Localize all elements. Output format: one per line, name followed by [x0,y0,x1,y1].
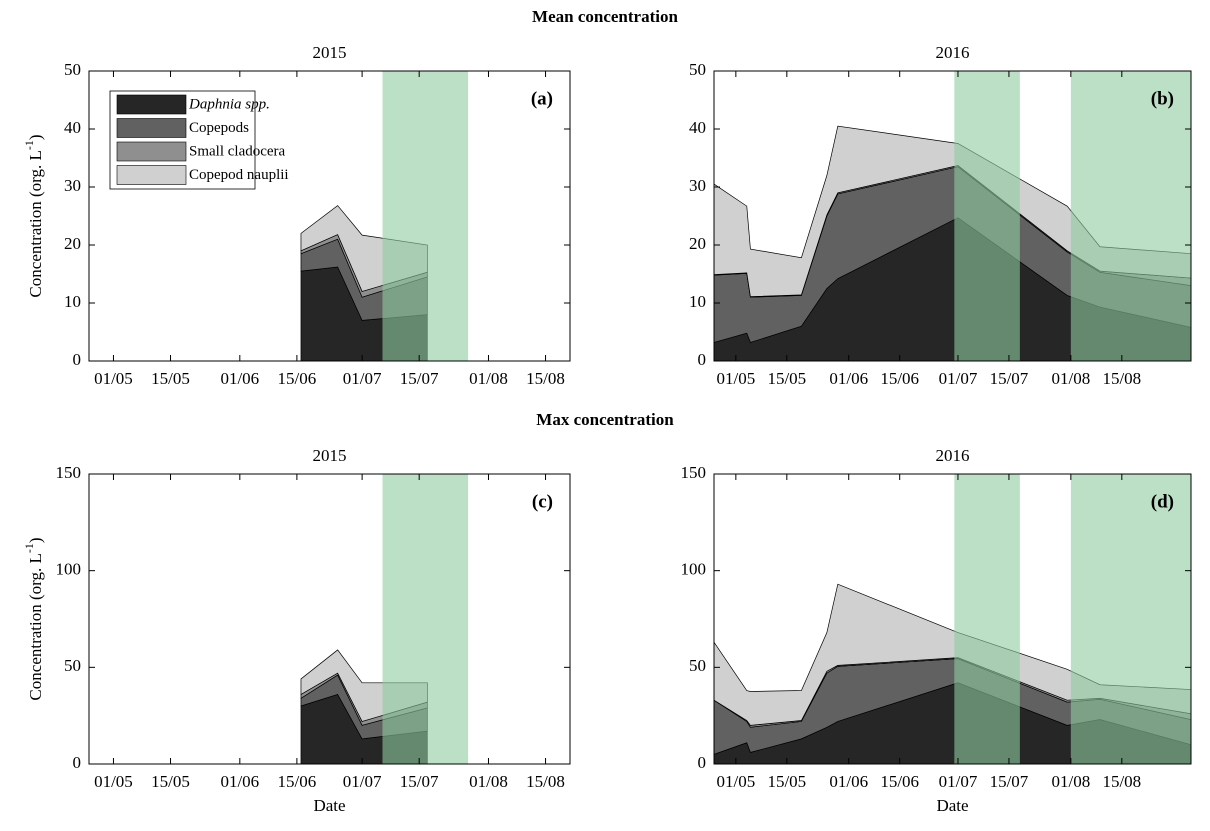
x-tick-label: 15/06 [880,369,919,388]
y-tick-label: 20 [64,234,81,253]
legend-label: Copepods [189,120,249,136]
panel: 0 10 20 30 40 50 01/05 15/05 01/06 15/06 01/07 15/0… [22,7,679,388]
panel-title: 2015 [313,43,347,62]
x-tick-label: 01/07 [343,369,382,388]
panel: 0 10 20 30 40 50 01/05 15/05 01/06 15/06 01/07 15/0… [689,43,1192,388]
shaded-period [954,474,1020,764]
y-tick-label: 100 [56,560,82,579]
x-axis-label: Date [313,796,345,815]
x-tick-label: 15/07 [400,369,439,388]
x-tick-label: 01/06 [220,772,259,791]
x-tick-label: 15/06 [880,772,919,791]
plot-frame [88,70,571,362]
legend-label: Copepod nauplii [189,167,289,183]
x-tick-label: 15/06 [278,369,317,388]
y-axis-label-part: ) [26,134,45,140]
x-tick-label: 01/06 [829,369,868,388]
x-tick-label: 15/07 [990,772,1029,791]
legend-label: Daphnia spp. [188,96,270,112]
x-tick-label: 01/05 [716,772,755,791]
y-tick-label: 50 [64,60,81,79]
legend-swatch [116,165,187,185]
shaded-period [1070,474,1191,764]
legend-swatch [116,118,187,138]
y-tick-label: 50 [64,656,81,675]
x-tick-label: 15/08 [526,772,565,791]
x-tick-label: 15/05 [151,369,190,388]
panel-label: (c) [532,491,553,512]
x-axis-label: Date [936,796,968,815]
shaded-period [382,474,469,764]
y-tick-label: 0 [73,350,82,369]
y-axis-label-part: ) [26,537,45,543]
y-tick-label: 10 [689,292,706,311]
panel-title: 2016 [936,43,970,62]
y-axis-label-part: -1 [22,543,36,553]
legend: Daphnia spp. Copepods Small cladocera Copep… [109,90,289,190]
y-tick-label: 0 [698,350,707,369]
y-axis-label-part: Concentration (org. L [26,553,45,700]
x-tick-label: 01/08 [469,369,508,388]
plot-frame [713,473,1192,765]
y-tick-label: 10 [64,292,81,311]
x-tick-label: 15/07 [400,772,439,791]
panel-label: (b) [1151,88,1174,109]
panel: 0 50 100 150 01/05 15/05 01/06 15/06 01/07 15/07 0… [22,410,674,815]
plot-frame [713,70,1192,362]
y-tick-label: 30 [689,176,706,195]
legend-swatch [116,94,187,115]
y-tick-label: 150 [56,463,82,482]
y-tick-label: 50 [689,656,706,675]
y-tick-label: 0 [698,753,707,772]
x-tick-label: 01/05 [94,369,133,388]
x-tick-label: 15/05 [151,772,190,791]
shaded-period [954,71,1020,361]
y-axis-label: Concentration (org. L-1) [22,537,45,700]
y-axis-label-part: -1 [22,140,36,150]
x-tick-label: 01/07 [343,772,382,791]
x-tick-label: 01/05 [716,369,755,388]
plot-frame [88,473,571,765]
shaded-period [382,71,469,361]
y-tick-label: 50 [689,60,706,79]
x-tick-label: 15/08 [526,369,565,388]
y-tick-label: 20 [689,234,706,253]
x-tick-label: 01/05 [94,772,133,791]
legend-swatch [116,141,187,162]
x-tick-label: 01/07 [939,772,978,791]
x-tick-label: 01/08 [1051,772,1090,791]
y-axis-label-part: Concentration (org. L [26,150,45,297]
y-tick-label: 0 [73,753,82,772]
x-tick-label: 15/06 [278,772,317,791]
x-tick-label: 01/07 [939,369,978,388]
y-tick-label: 40 [689,118,706,137]
x-tick-label: 01/08 [469,772,508,791]
panel: 0 50 100 150 01/05 15/05 01/06 15/06 01/07 15/07 0… [681,446,1192,815]
shaded-period [1070,71,1191,361]
section-title: Mean concentration [532,7,678,26]
y-axis-label: Concentration (org. L-1) [22,134,45,297]
y-tick-label: 100 [681,560,707,579]
x-tick-label: 15/05 [767,369,806,388]
x-tick-label: 01/06 [220,369,259,388]
panel-label: (d) [1151,491,1174,512]
x-tick-label: 01/08 [1051,369,1090,388]
x-tick-label: 15/08 [1102,772,1141,791]
y-tick-label: 30 [64,176,81,195]
x-tick-label: 01/06 [829,772,868,791]
section-title: Max concentration [536,410,674,429]
x-tick-label: 15/05 [767,772,806,791]
x-tick-label: 15/08 [1102,369,1141,388]
panel-title: 2016 [936,446,970,465]
panel-label: (a) [531,88,553,109]
legend-label: Small cladocera [189,143,286,159]
y-tick-label: 150 [681,463,707,482]
panel-title: 2015 [313,446,347,465]
y-tick-label: 40 [64,118,81,137]
x-tick-label: 15/07 [990,369,1029,388]
